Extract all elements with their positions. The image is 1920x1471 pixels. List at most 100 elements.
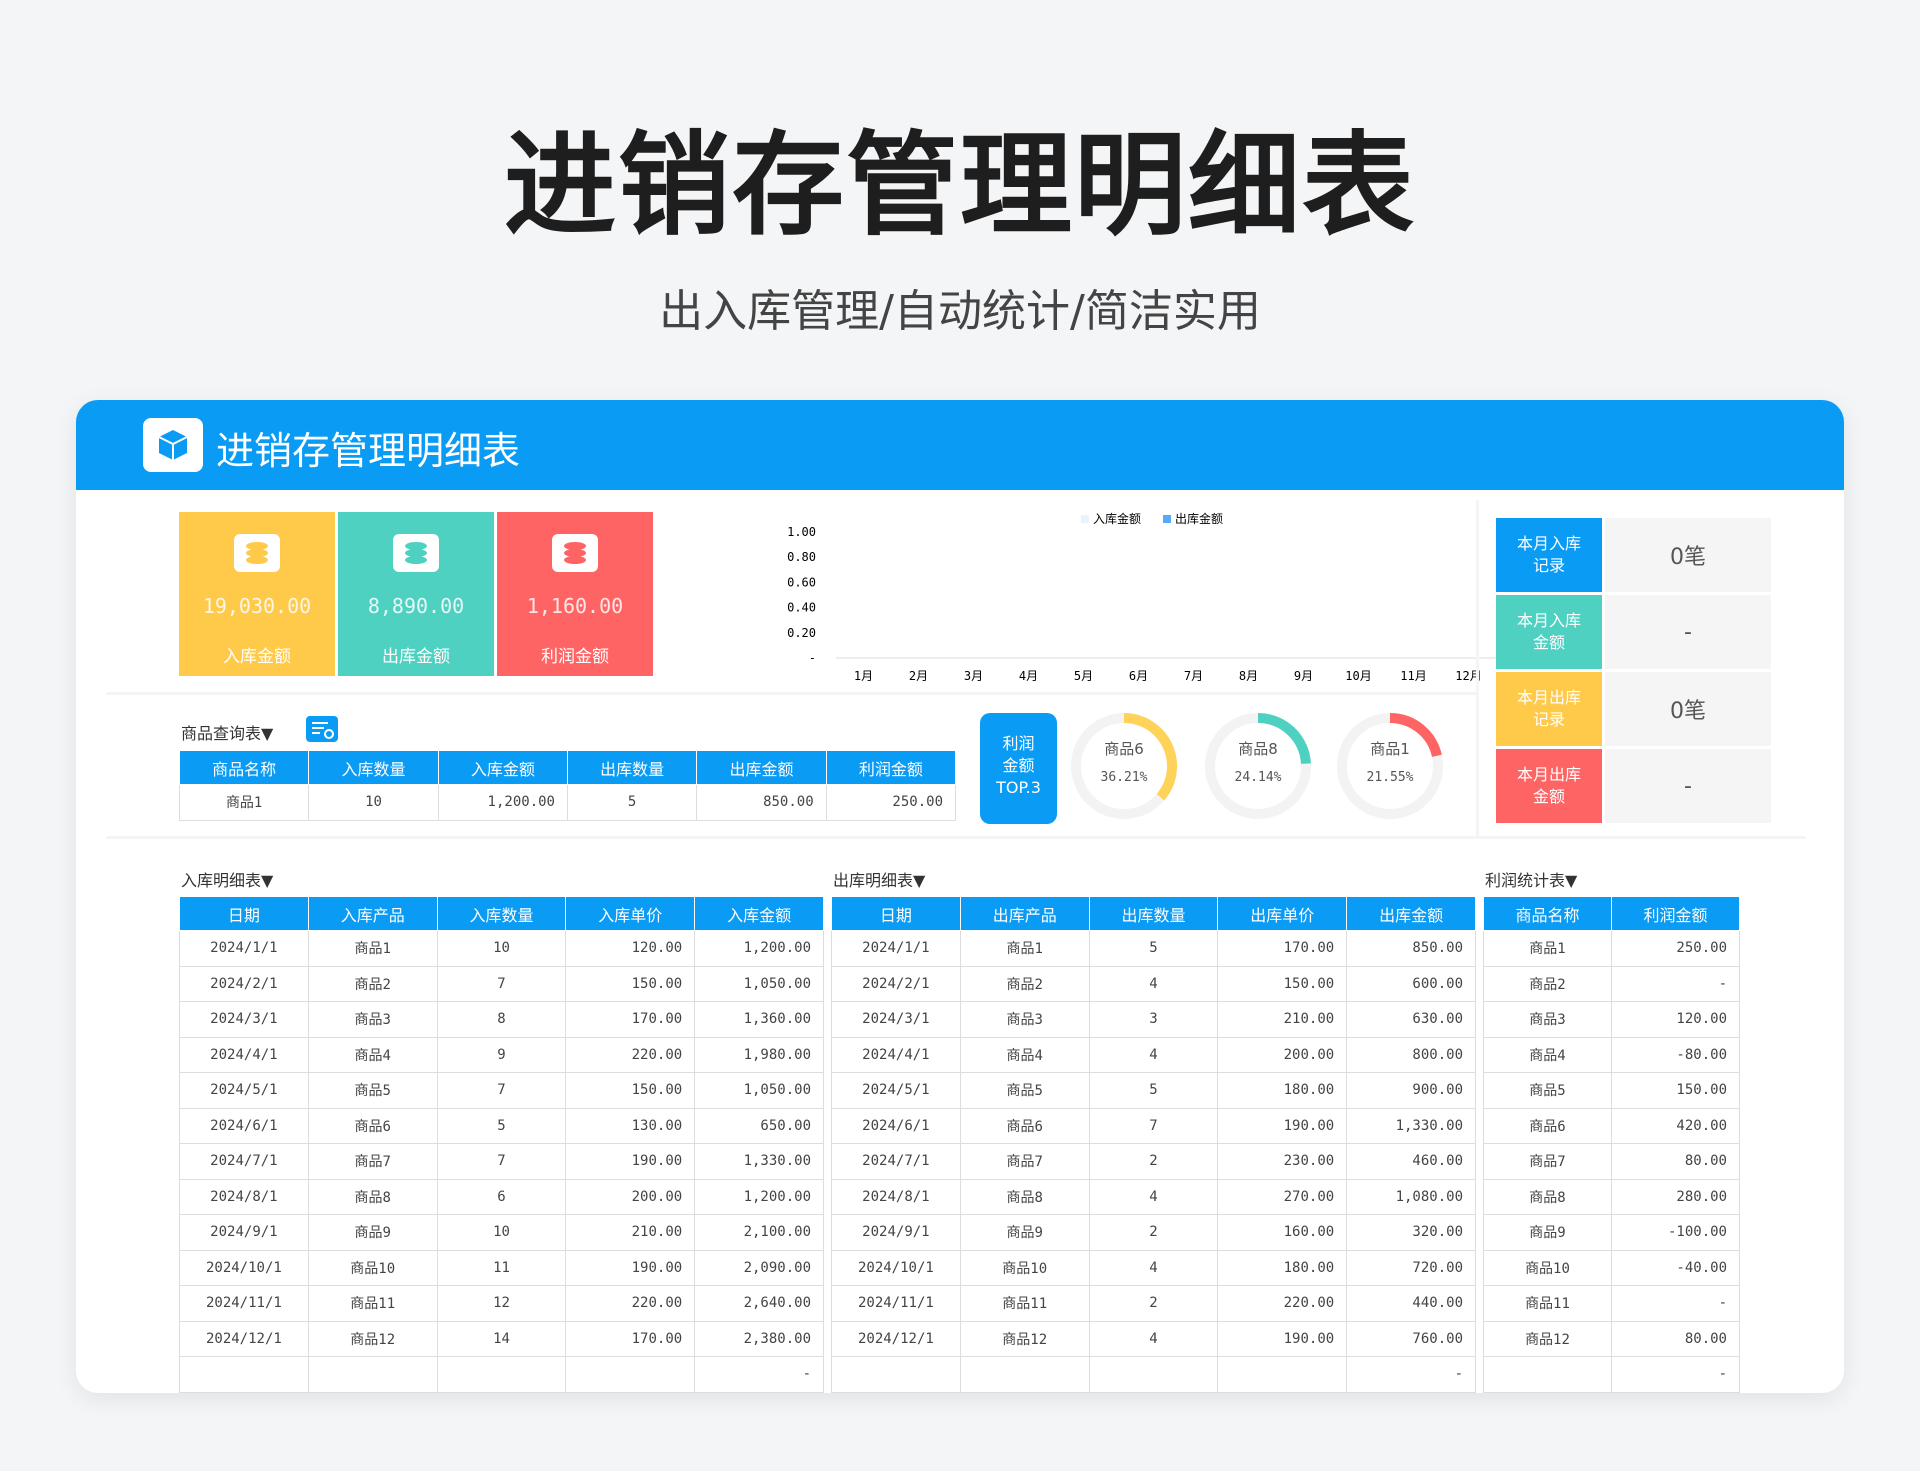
table-cell: 2024/10/1 xyxy=(831,1249,961,1286)
table-row: 商品2- xyxy=(1483,965,1740,1002)
outbound-table-label[interactable]: 出库明细表▼ xyxy=(833,871,926,890)
table-cell: 420.00 xyxy=(1611,1107,1740,1144)
donut-ring xyxy=(1071,713,1177,819)
x-tick-label: 1月 xyxy=(854,669,873,683)
table-cell: 2024/6/1 xyxy=(831,1107,961,1144)
table-cell: 720.00 xyxy=(1346,1249,1476,1286)
table-cell: 2024/12/1 xyxy=(179,1320,309,1357)
column-header: 入库产品 xyxy=(307,896,438,931)
table-cell: - xyxy=(1611,1356,1740,1393)
y-tick-label: 0.40 xyxy=(787,601,816,615)
kpi-tile: 19,030.00 入库金额 xyxy=(179,512,335,676)
table-cell: 商品4 xyxy=(959,1036,1090,1073)
table-cell: 1,050.00 xyxy=(694,1072,824,1109)
table-cell: 商品3 xyxy=(307,1001,438,1038)
table-cell: 2024/10/1 xyxy=(179,1249,309,1286)
table-cell: 220.00 xyxy=(565,1036,696,1073)
kpi-value: 1,160.00 xyxy=(526,594,624,618)
table-cell: - xyxy=(694,1356,824,1393)
summary-value: 0笔 xyxy=(1605,518,1771,592)
table-cell: 1,980.00 xyxy=(694,1036,824,1073)
table-cell: 2024/8/1 xyxy=(831,1178,961,1215)
table-cell: 250.00 xyxy=(1611,930,1740,967)
table-cell: 460.00 xyxy=(1346,1143,1476,1180)
table-cell: 2024/1/1 xyxy=(179,930,309,967)
table-cell: 150.00 xyxy=(565,965,696,1002)
y-tick-label: 0.60 xyxy=(787,575,816,589)
search-list-icon[interactable] xyxy=(306,716,338,742)
table-cell: 商品12 xyxy=(307,1320,438,1357)
table-row: 2024/4/1 商品4 9 220.00 1,980.00 xyxy=(179,1036,824,1073)
table-cell: 220.00 xyxy=(1217,1285,1348,1322)
table-cell: 商品11 xyxy=(959,1285,1090,1322)
table-cell: 2,640.00 xyxy=(694,1285,824,1322)
table-cell: 5 xyxy=(566,784,698,821)
summary-value: - xyxy=(1605,749,1771,823)
donut-percent: 21.55% xyxy=(1366,770,1414,785)
table-cell: 10 xyxy=(308,784,439,821)
cube-icon xyxy=(143,418,203,472)
table-cell: 190.00 xyxy=(1217,1107,1348,1144)
table-cell: - xyxy=(1611,965,1740,1002)
donut-ring xyxy=(1337,713,1443,819)
y-tick-label: 0.80 xyxy=(787,550,816,564)
table-row: 2024/10/1 商品10 4 180.00 720.00 xyxy=(831,1249,1476,1286)
column-header: 商品名称 xyxy=(1483,896,1612,931)
summary-label: 本月出库金额 xyxy=(1496,749,1602,823)
y-tick-label: - xyxy=(809,651,816,665)
table-cell: 2024/5/1 xyxy=(179,1072,309,1109)
table-row: 2024/12/1 商品12 14 170.00 2,380.00 xyxy=(179,1320,824,1357)
table-cell: 2024/2/1 xyxy=(179,965,309,1002)
table-cell: 商品1 xyxy=(307,930,438,967)
table-cell: 150.00 xyxy=(1217,965,1348,1002)
table-cell xyxy=(959,1356,1090,1393)
table-cell: 2 xyxy=(1088,1214,1219,1251)
table-cell: 220.00 xyxy=(565,1285,696,1322)
column-header: 入库数量 xyxy=(436,896,567,931)
table-cell: 2024/11/1 xyxy=(831,1285,961,1322)
donut-name: 商品1 xyxy=(1370,740,1410,758)
table-cell: 190.00 xyxy=(565,1143,696,1180)
table-cell: 商品1 xyxy=(959,930,1090,967)
table-row: 2024/5/1 商品5 5 180.00 900.00 xyxy=(831,1072,1476,1109)
monthly-amount-chart: - 0.20 0.40 0.60 0.80 1.00 1月 2月 3月 4月 5月 6月 7月 8月 9月 1… xyxy=(787,511,1496,683)
x-tick-label: 12月 xyxy=(1455,669,1481,683)
table-cell: 190.00 xyxy=(565,1249,696,1286)
table-cell: 1,330.00 xyxy=(1346,1107,1476,1144)
table-cell: 4 xyxy=(1088,1320,1219,1357)
summary-value: - xyxy=(1605,595,1771,669)
coins-icon xyxy=(234,534,280,572)
kpi-tile: 1,160.00 利润金额 xyxy=(497,512,653,676)
table-cell: 商品10 xyxy=(959,1249,1090,1286)
table-cell: 1,200.00 xyxy=(694,1178,824,1215)
kpi-label: 出库金额 xyxy=(382,647,450,667)
inbound-table-label[interactable]: 入库明细表▼ xyxy=(181,871,274,890)
column-header: 利润金额 xyxy=(825,750,957,785)
table-cell: 160.00 xyxy=(1217,1214,1348,1251)
dashboard-card: 进销存管理明细表 - 0.20 0.40 0.60 0.80 1.00 1月 2月 3月 4月 5月… xyxy=(76,400,1844,1393)
table-cell: 商品4 xyxy=(1483,1036,1612,1073)
table-cell: 6 xyxy=(436,1178,567,1215)
table-row: 2024/10/1 商品10 11 190.00 2,090.00 xyxy=(179,1249,824,1286)
table-row: - xyxy=(831,1356,1476,1393)
table-cell: 9 xyxy=(436,1036,567,1073)
table-row: 商品10 -40.00 xyxy=(1483,1249,1740,1286)
table-cell: 270.00 xyxy=(1217,1178,1348,1215)
query-table: 商品名称 入库数量 入库金额 出库数量 出库金额 利润金额 商品1 10 1,200.00 5 85… xyxy=(178,750,957,821)
table-cell: 商品12 xyxy=(959,1320,1090,1357)
kpi-label: 利润金额 xyxy=(541,647,609,667)
table-cell: 2024/3/1 xyxy=(831,1001,961,1038)
profit-table-label[interactable]: 利润统计表▼ xyxy=(1485,871,1578,890)
summary-label-text: 本月入库金额 xyxy=(1516,611,1581,652)
monthly-summary-row: 本月入库记录 0笔 xyxy=(1496,518,1771,592)
monthly-summary-row: 本月入库金额 - xyxy=(1496,595,1771,669)
summary-label: 本月入库记录 xyxy=(1496,518,1602,592)
table-cell: 商品5 xyxy=(1483,1072,1612,1109)
table-cell: 2024/12/1 xyxy=(831,1320,961,1357)
table-row: 2024/5/1 商品5 7 150.00 1,050.00 xyxy=(179,1072,824,1109)
summary-label-text: 本月入库记录 xyxy=(1516,534,1581,575)
table-cell: 4 xyxy=(1088,965,1219,1002)
header-row: 商品名称 利润金额 xyxy=(1483,896,1740,931)
x-tick-label: 10月 xyxy=(1345,669,1371,683)
query-table-label[interactable]: 商品查询表▼ xyxy=(181,724,274,743)
